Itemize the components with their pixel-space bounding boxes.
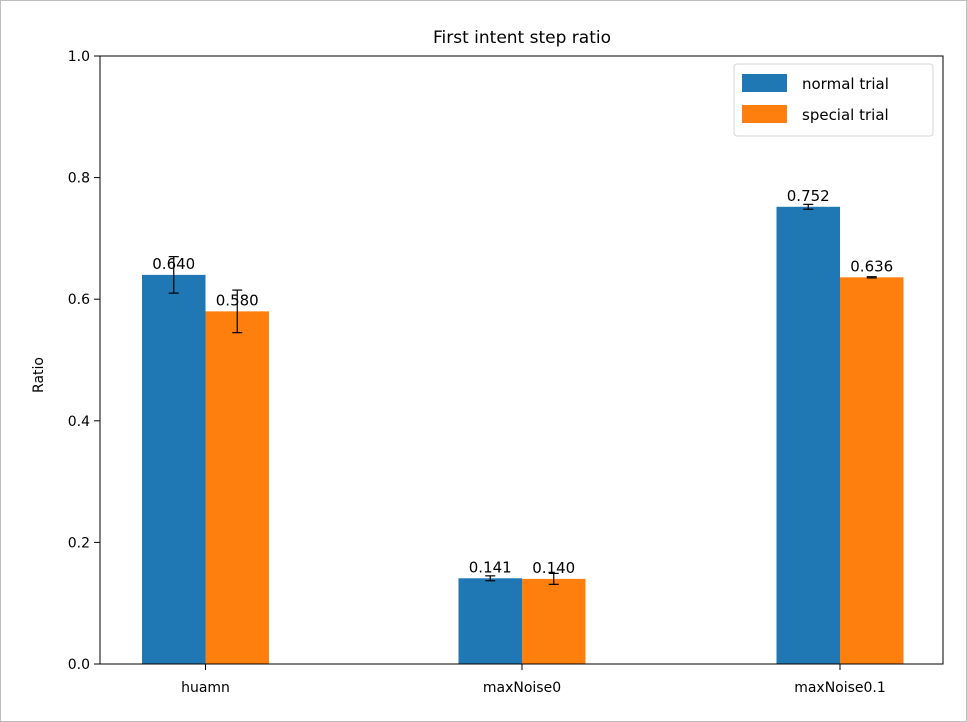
legend-swatch-1 xyxy=(742,105,787,123)
error-bars-group xyxy=(168,203,877,585)
legend-label-1: special trial xyxy=(802,106,889,124)
y-axis-label: Ratio xyxy=(31,357,47,393)
legend: normal trial special trial xyxy=(733,63,934,137)
y-tick-label: 0.4 xyxy=(68,414,90,430)
bar-normal-2 xyxy=(776,206,840,664)
x-tick-label: maxNoise0 xyxy=(483,680,561,696)
value-label: 0.140 xyxy=(532,559,575,577)
bar-special-0 xyxy=(205,311,269,664)
bar-normal-1 xyxy=(458,578,522,664)
y-tick-label: 0.2 xyxy=(68,535,90,551)
y-tick-label: 1.0 xyxy=(68,49,90,65)
legend-label-0: normal trial xyxy=(802,75,889,93)
x-tick-label: maxNoise0.1 xyxy=(794,680,886,696)
value-label: 0.752 xyxy=(787,187,830,205)
y-tick-label: 0.0 xyxy=(68,657,90,673)
y-tick-label: 0.6 xyxy=(68,292,90,308)
plot-area-border xyxy=(99,55,944,665)
bar-special-2 xyxy=(840,277,904,664)
y-tick-label: 0.8 xyxy=(68,171,90,187)
value-label: 0.636 xyxy=(850,257,893,275)
value-labels-group: 0.640 0.141 0.752 0.580 0.140 0.636 xyxy=(152,187,893,577)
value-label: 0.580 xyxy=(216,291,259,309)
y-axis: 0.0 0.2 0.4 0.6 0.8 1.0 xyxy=(68,49,100,673)
legend-swatch-0 xyxy=(742,74,787,92)
value-label: 0.141 xyxy=(469,558,512,576)
value-label: 0.640 xyxy=(152,255,195,273)
bars-group xyxy=(142,206,904,664)
x-tick-label: huamn xyxy=(181,680,230,696)
bar-normal-0 xyxy=(142,274,206,664)
chart-title: First intent step ratio xyxy=(433,28,611,48)
bar-special-1 xyxy=(522,578,586,664)
x-axis: huamn maxNoise0 maxNoise0.1 xyxy=(181,664,886,696)
